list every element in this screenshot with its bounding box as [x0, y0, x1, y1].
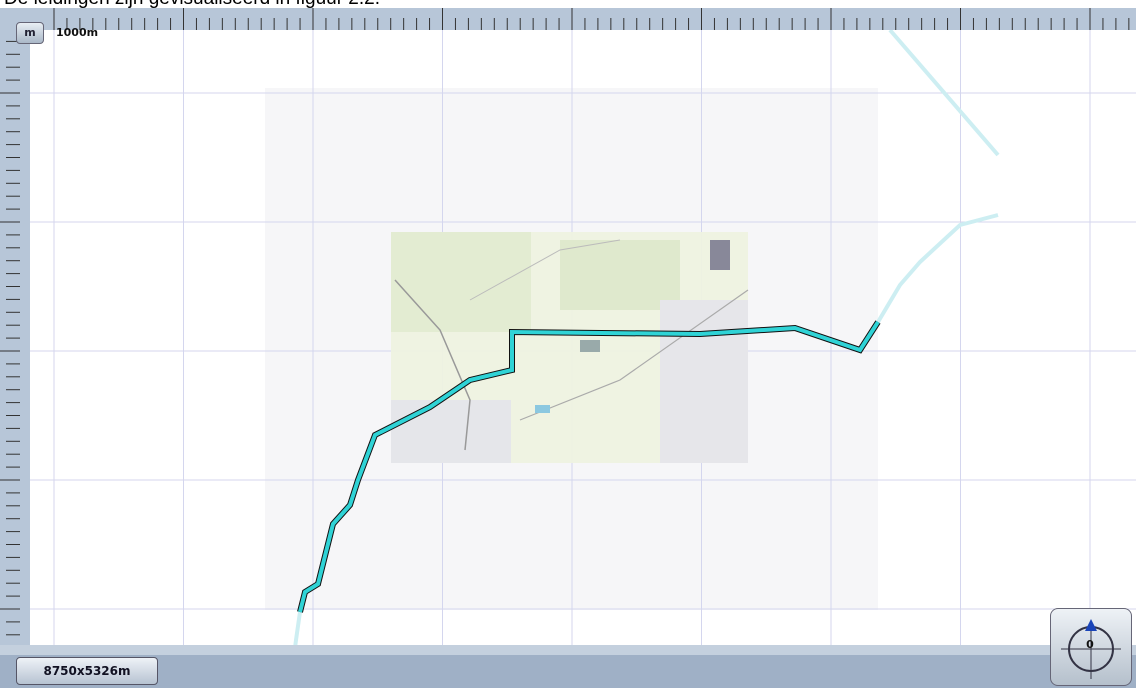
compass-heading: 0 [1050, 638, 1130, 651]
map-canvas [0, 0, 1136, 688]
dimensions-button[interactable]: 8750x5326m [16, 657, 158, 685]
scale-label: 1000m [56, 26, 98, 39]
map-viewer: De leidingen zijn gevisualiseerd in figu… [0, 0, 1136, 688]
bottom-bar-highlight [0, 645, 1136, 655]
base-map [391, 232, 748, 463]
left-ruler [0, 8, 30, 648]
unit-button[interactable]: m [16, 22, 44, 44]
caption: De leidingen zijn gevisualiseerd in figu… [4, 0, 380, 10]
